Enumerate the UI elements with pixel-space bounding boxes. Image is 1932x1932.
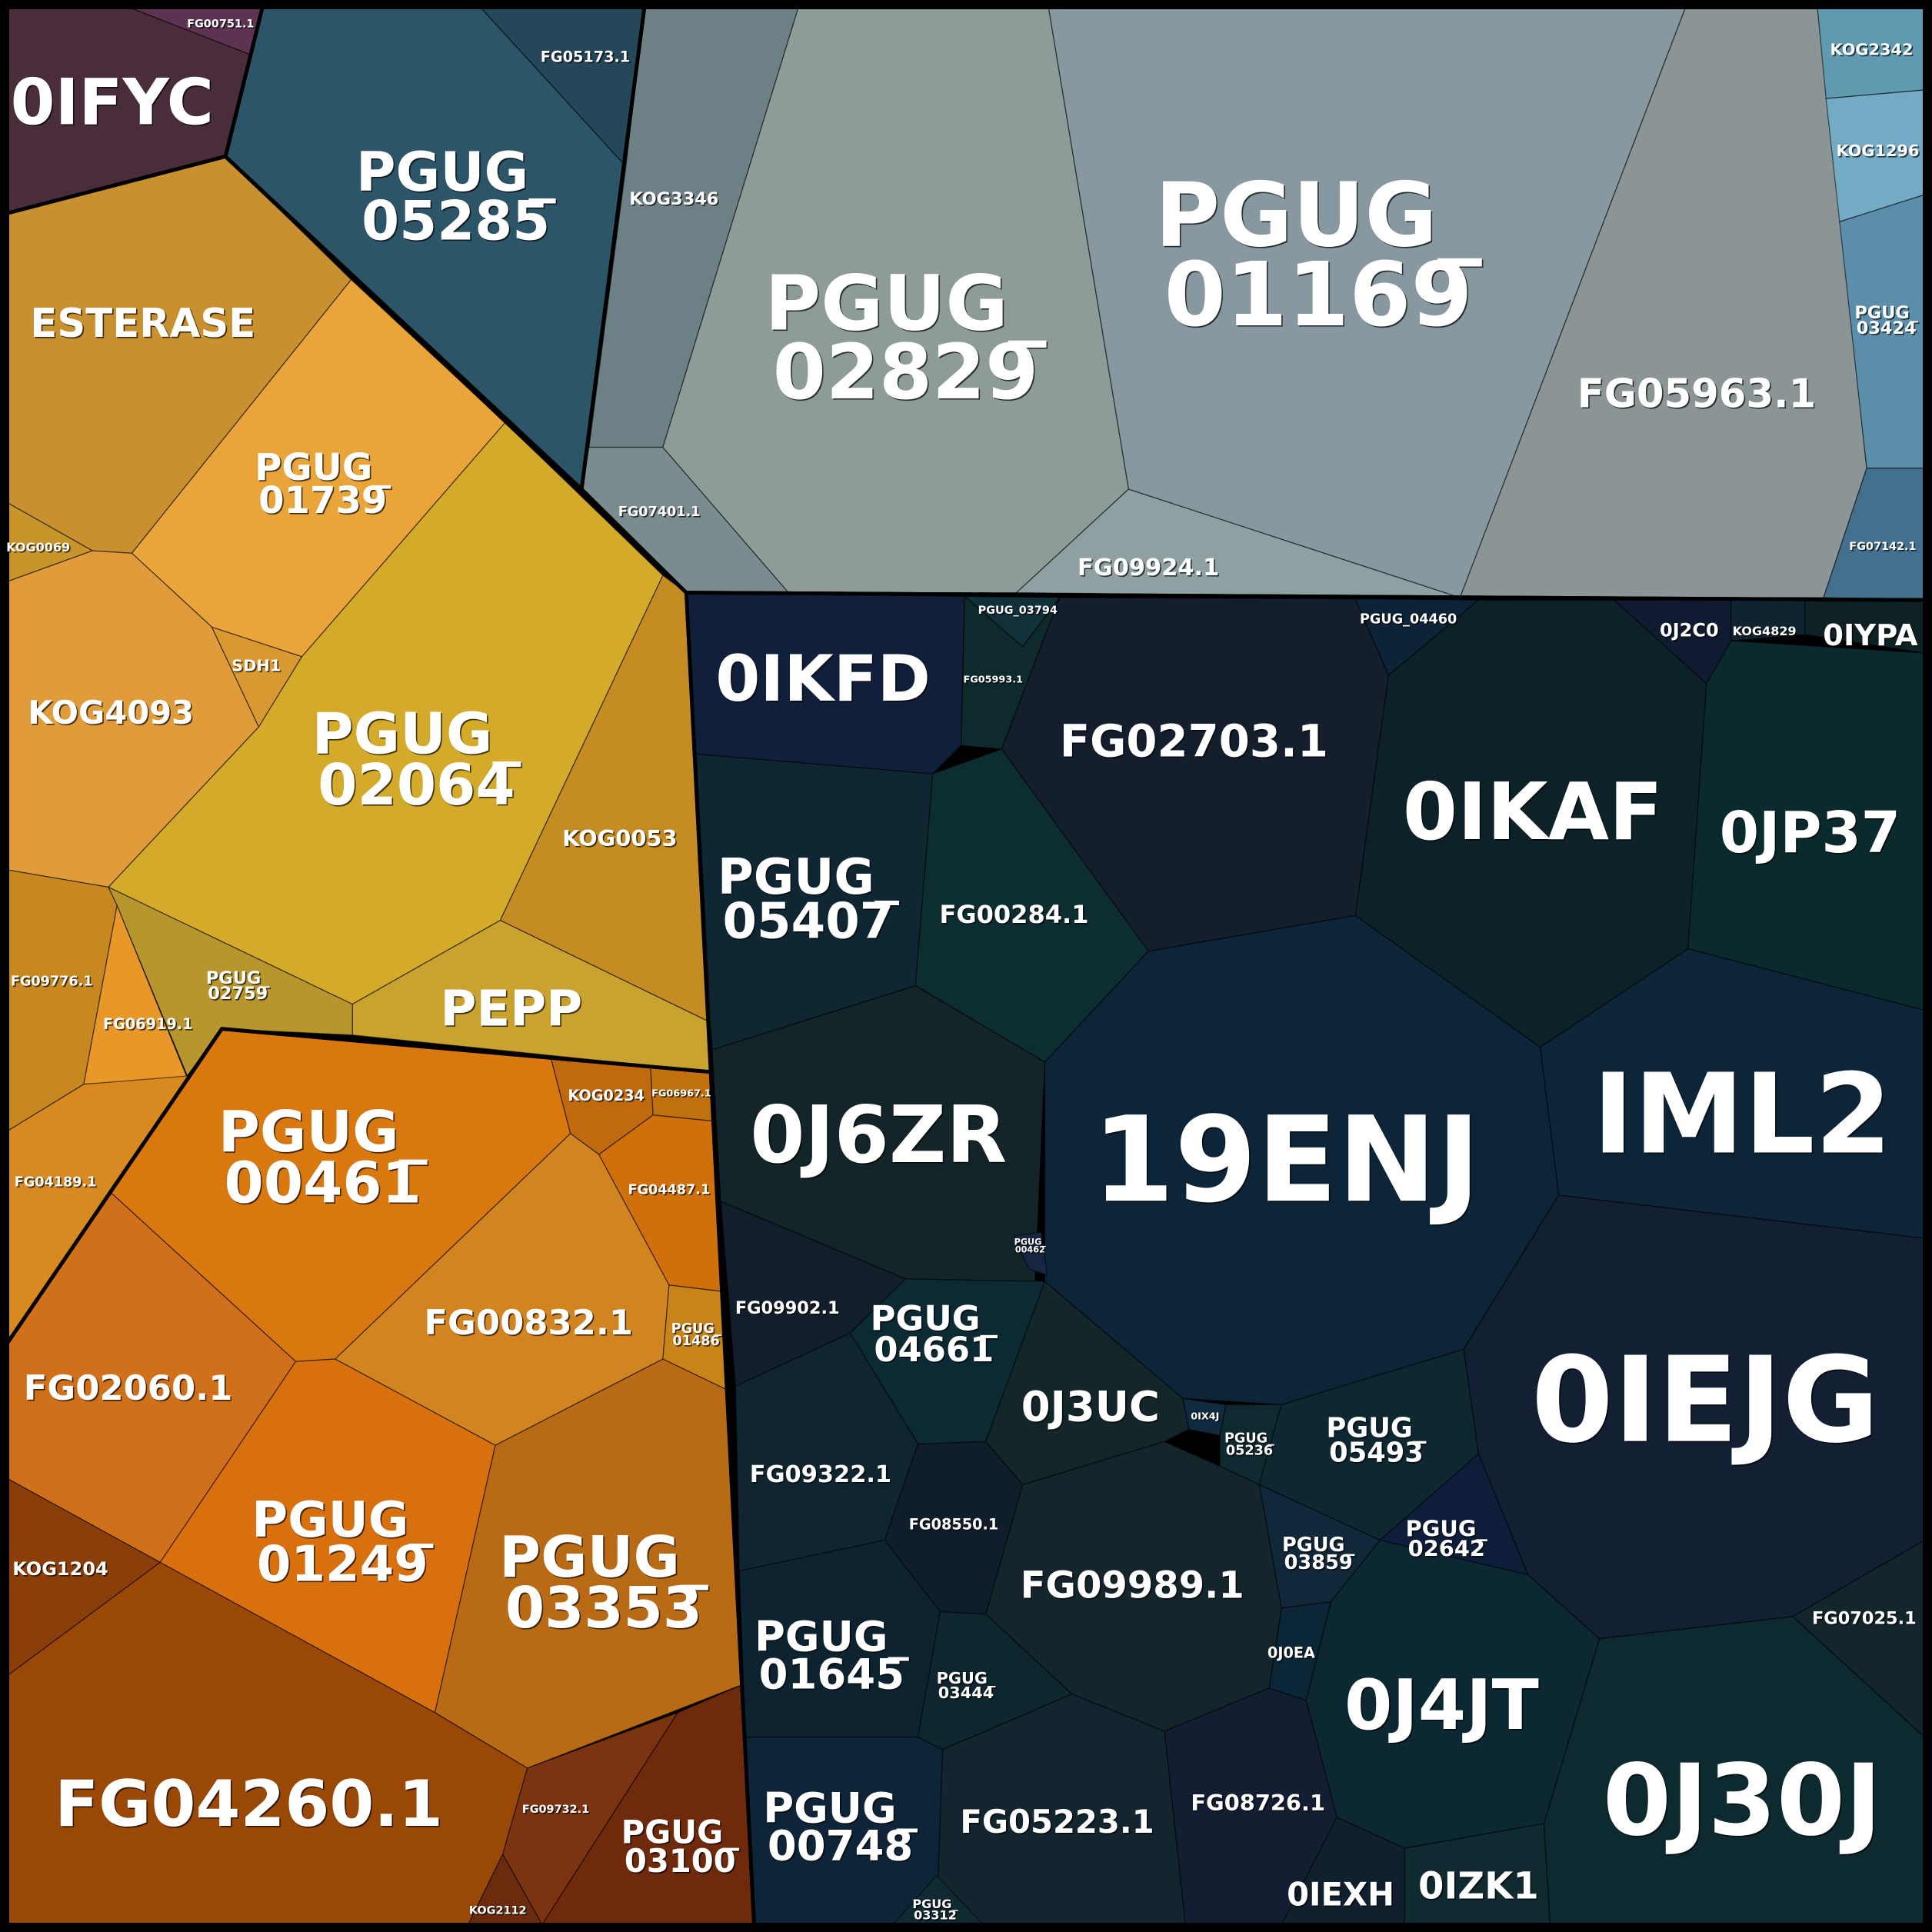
cell-label-fg05223-1: FG05223.1 <box>960 1803 1154 1840</box>
cell-label-pgug-05493: PGUG_ 05493 <box>1327 1413 1427 1469</box>
cell-label-fg09902-1: FG09902.1 <box>735 1298 840 1318</box>
cell-label-fg06967-1: FG06967.1 <box>651 1088 711 1100</box>
cell-label-sdh1: SDH1 <box>232 657 281 675</box>
cell-label-pgug-04661: PGUG_ 04661 <box>871 1298 998 1370</box>
cell-label-pgug-03794: PGUG_03794 <box>978 605 1058 617</box>
cell-label-fg09322-1: FG09322.1 <box>750 1461 891 1488</box>
cell-label-pgug-05236: PGUG_ 05236 <box>1224 1431 1274 1458</box>
cell-label-pgug-02642: PGUG_ 02642 <box>1406 1515 1488 1561</box>
cell-label-pgug-02829: PGUG_ 02829 <box>764 260 1046 417</box>
cell-label-0ikfd: 0IKFD <box>715 641 931 716</box>
cell-label-pgug-03312: PGUG_ 03312 <box>912 1897 958 1922</box>
cell-label-pepp: PEPP <box>441 981 583 1038</box>
cell-label-0iypa: 0IYPA <box>1823 618 1918 653</box>
cell-label-esterase: ESTERASE <box>30 301 255 347</box>
cell-label-pgug-00462: PGUG_ 00462 <box>1014 1237 1047 1254</box>
cell-label-pgug-03424: PGUG_ 03424 <box>1854 303 1918 338</box>
cell-label-0iejg: 0IEJG <box>1531 1332 1880 1470</box>
cell-label-0j3uc: 0J3UC <box>1021 1382 1160 1431</box>
cell-label-fg07142-1: FG07142.1 <box>1849 541 1916 553</box>
cell-label-fg07401-1: FG07401.1 <box>618 505 701 520</box>
cell-label-0jp37: 0JP37 <box>1720 801 1900 866</box>
cell-label-kog0069: KOG0069 <box>6 540 70 555</box>
cell-label-kog4093: KOG4093 <box>28 694 194 731</box>
cell-label-pgug-02759: PGUG_ 02759 <box>206 968 270 1004</box>
cell-label-0ikaf: 0IKAF <box>1403 767 1663 858</box>
cell-label-kog2342: KOG2342 <box>1830 41 1914 59</box>
cell-label-0izk1: 0IZK1 <box>1418 1864 1539 1907</box>
cell-label-pgug-05285: PGUG_ 05285 <box>356 141 557 252</box>
cell-label-fg00284-1: FG00284.1 <box>939 900 1088 929</box>
cell-label-fg08726-1: FG08726.1 <box>1191 1790 1325 1816</box>
cell-label-fg04189-1: FG04189.1 <box>15 1175 97 1191</box>
cell-label-pgug-05407: PGUG_ 05407 <box>718 849 900 951</box>
cell-label-pgug-01739: PGUG_ 01739 <box>255 446 391 522</box>
cells-layer <box>6 6 1926 1926</box>
cell-label-fg09924-1: FG09924.1 <box>1078 555 1219 581</box>
cell-label-kog1204: KOG1204 <box>12 1558 108 1580</box>
cell-label-iml2: IML2 <box>1593 1051 1892 1180</box>
cell-label-0ix4j: 0IX4J <box>1191 1411 1219 1422</box>
cell-label-kog1296: KOG1296 <box>1837 142 1920 160</box>
cell-label-kog2112: KOG2112 <box>469 1904 527 1917</box>
cell-label-fg02703-1: FG02703.1 <box>1060 715 1328 768</box>
cell-label-fg07025-1: FG07025.1 <box>1812 1609 1917 1629</box>
labels-layer: 0IFYC FG00751.1 PGUG_ 05285 FG05173.1 KOG3346… <box>6 18 1919 1923</box>
cell-label-19enj: 19ENJ <box>1092 1091 1481 1229</box>
cell-label-pgug-01486: PGUG_ 01486 <box>671 1321 721 1349</box>
cell-label-fg00832-1: FG00832.1 <box>424 1302 633 1343</box>
cell-label-fg04487-1: FG04487.1 <box>628 1182 711 1198</box>
cell-label-pgug-01249: PGUG_ 01249 <box>251 1492 434 1594</box>
cell-label-fg08550-1: FG08550.1 <box>909 1516 998 1534</box>
cell-label-fg00751-1: FG00751.1 <box>187 18 254 31</box>
cell-label-fg04260-1: FG04260.1 <box>55 1767 443 1841</box>
cell-label-pgug-02064: PGUG_ 02064 <box>312 702 521 818</box>
cell-label-fg05173-1: FG05173.1 <box>541 48 630 66</box>
cell-label-fg05993-1: FG05993.1 <box>963 674 1023 685</box>
cell-label-pgug-04460: PGUG_04460 <box>1360 612 1457 628</box>
cell-label-0j30j: 0J30J <box>1603 1744 1882 1858</box>
cell-label-0ifyc: 0IFYC <box>11 65 214 139</box>
cell-label-pgug-03100: PGUG_ 03100 <box>621 1813 740 1879</box>
cell-label-fg05963-1: FG05963.1 <box>1577 371 1817 418</box>
cell-label-pgug-03353: PGUG_ 03353 <box>499 1525 708 1641</box>
cell-pgug-00462 <box>1013 1231 1048 1277</box>
cell-label-0j6zr: 0J6ZR <box>750 1090 1007 1181</box>
cell-label-pgug-01645: PGUG_ 01645 <box>754 1612 910 1699</box>
cell-label-0j2c0: 0J2C0 <box>1660 619 1719 641</box>
cell-pepp <box>351 920 712 1073</box>
cell-label-pgug-01169: PGUG_ 01169 <box>1155 164 1482 347</box>
cell-label-fg09776-1: FG09776.1 <box>11 974 93 990</box>
cell-label-pgug-00461: PGUG_ 00461 <box>218 1100 428 1216</box>
cell-label-fg09732-1: FG09732.1 <box>522 1804 589 1816</box>
cell-label-fg09989-1: FG09989.1 <box>1021 1564 1244 1607</box>
cell-label-kog0053: KOG0053 <box>562 825 677 851</box>
cell-label-kog3346: KOG3346 <box>629 189 718 209</box>
cell-label-pgug-03859: PGUG_ 03859 <box>1282 1534 1355 1574</box>
cell-label-kog0234: KOG0234 <box>568 1087 645 1104</box>
cell-label-fg06919-1: FG06919.1 <box>103 1015 192 1033</box>
cell-label-pgug-00748: PGUG_ 00748 <box>763 1783 918 1870</box>
cell-label-kog4829: KOG4829 <box>1733 624 1797 638</box>
cell-label-0iexh: 0IEXH <box>1287 1875 1394 1913</box>
cell-label-fg02060-1: FG02060.1 <box>24 1367 233 1408</box>
cell-label-0j0ea: 0J0EA <box>1267 1644 1315 1661</box>
cell-label-pgug-03444: PGUG_ 03444 <box>937 1669 996 1702</box>
cell-label-0j4jt: 0J4JT <box>1344 1666 1539 1746</box>
